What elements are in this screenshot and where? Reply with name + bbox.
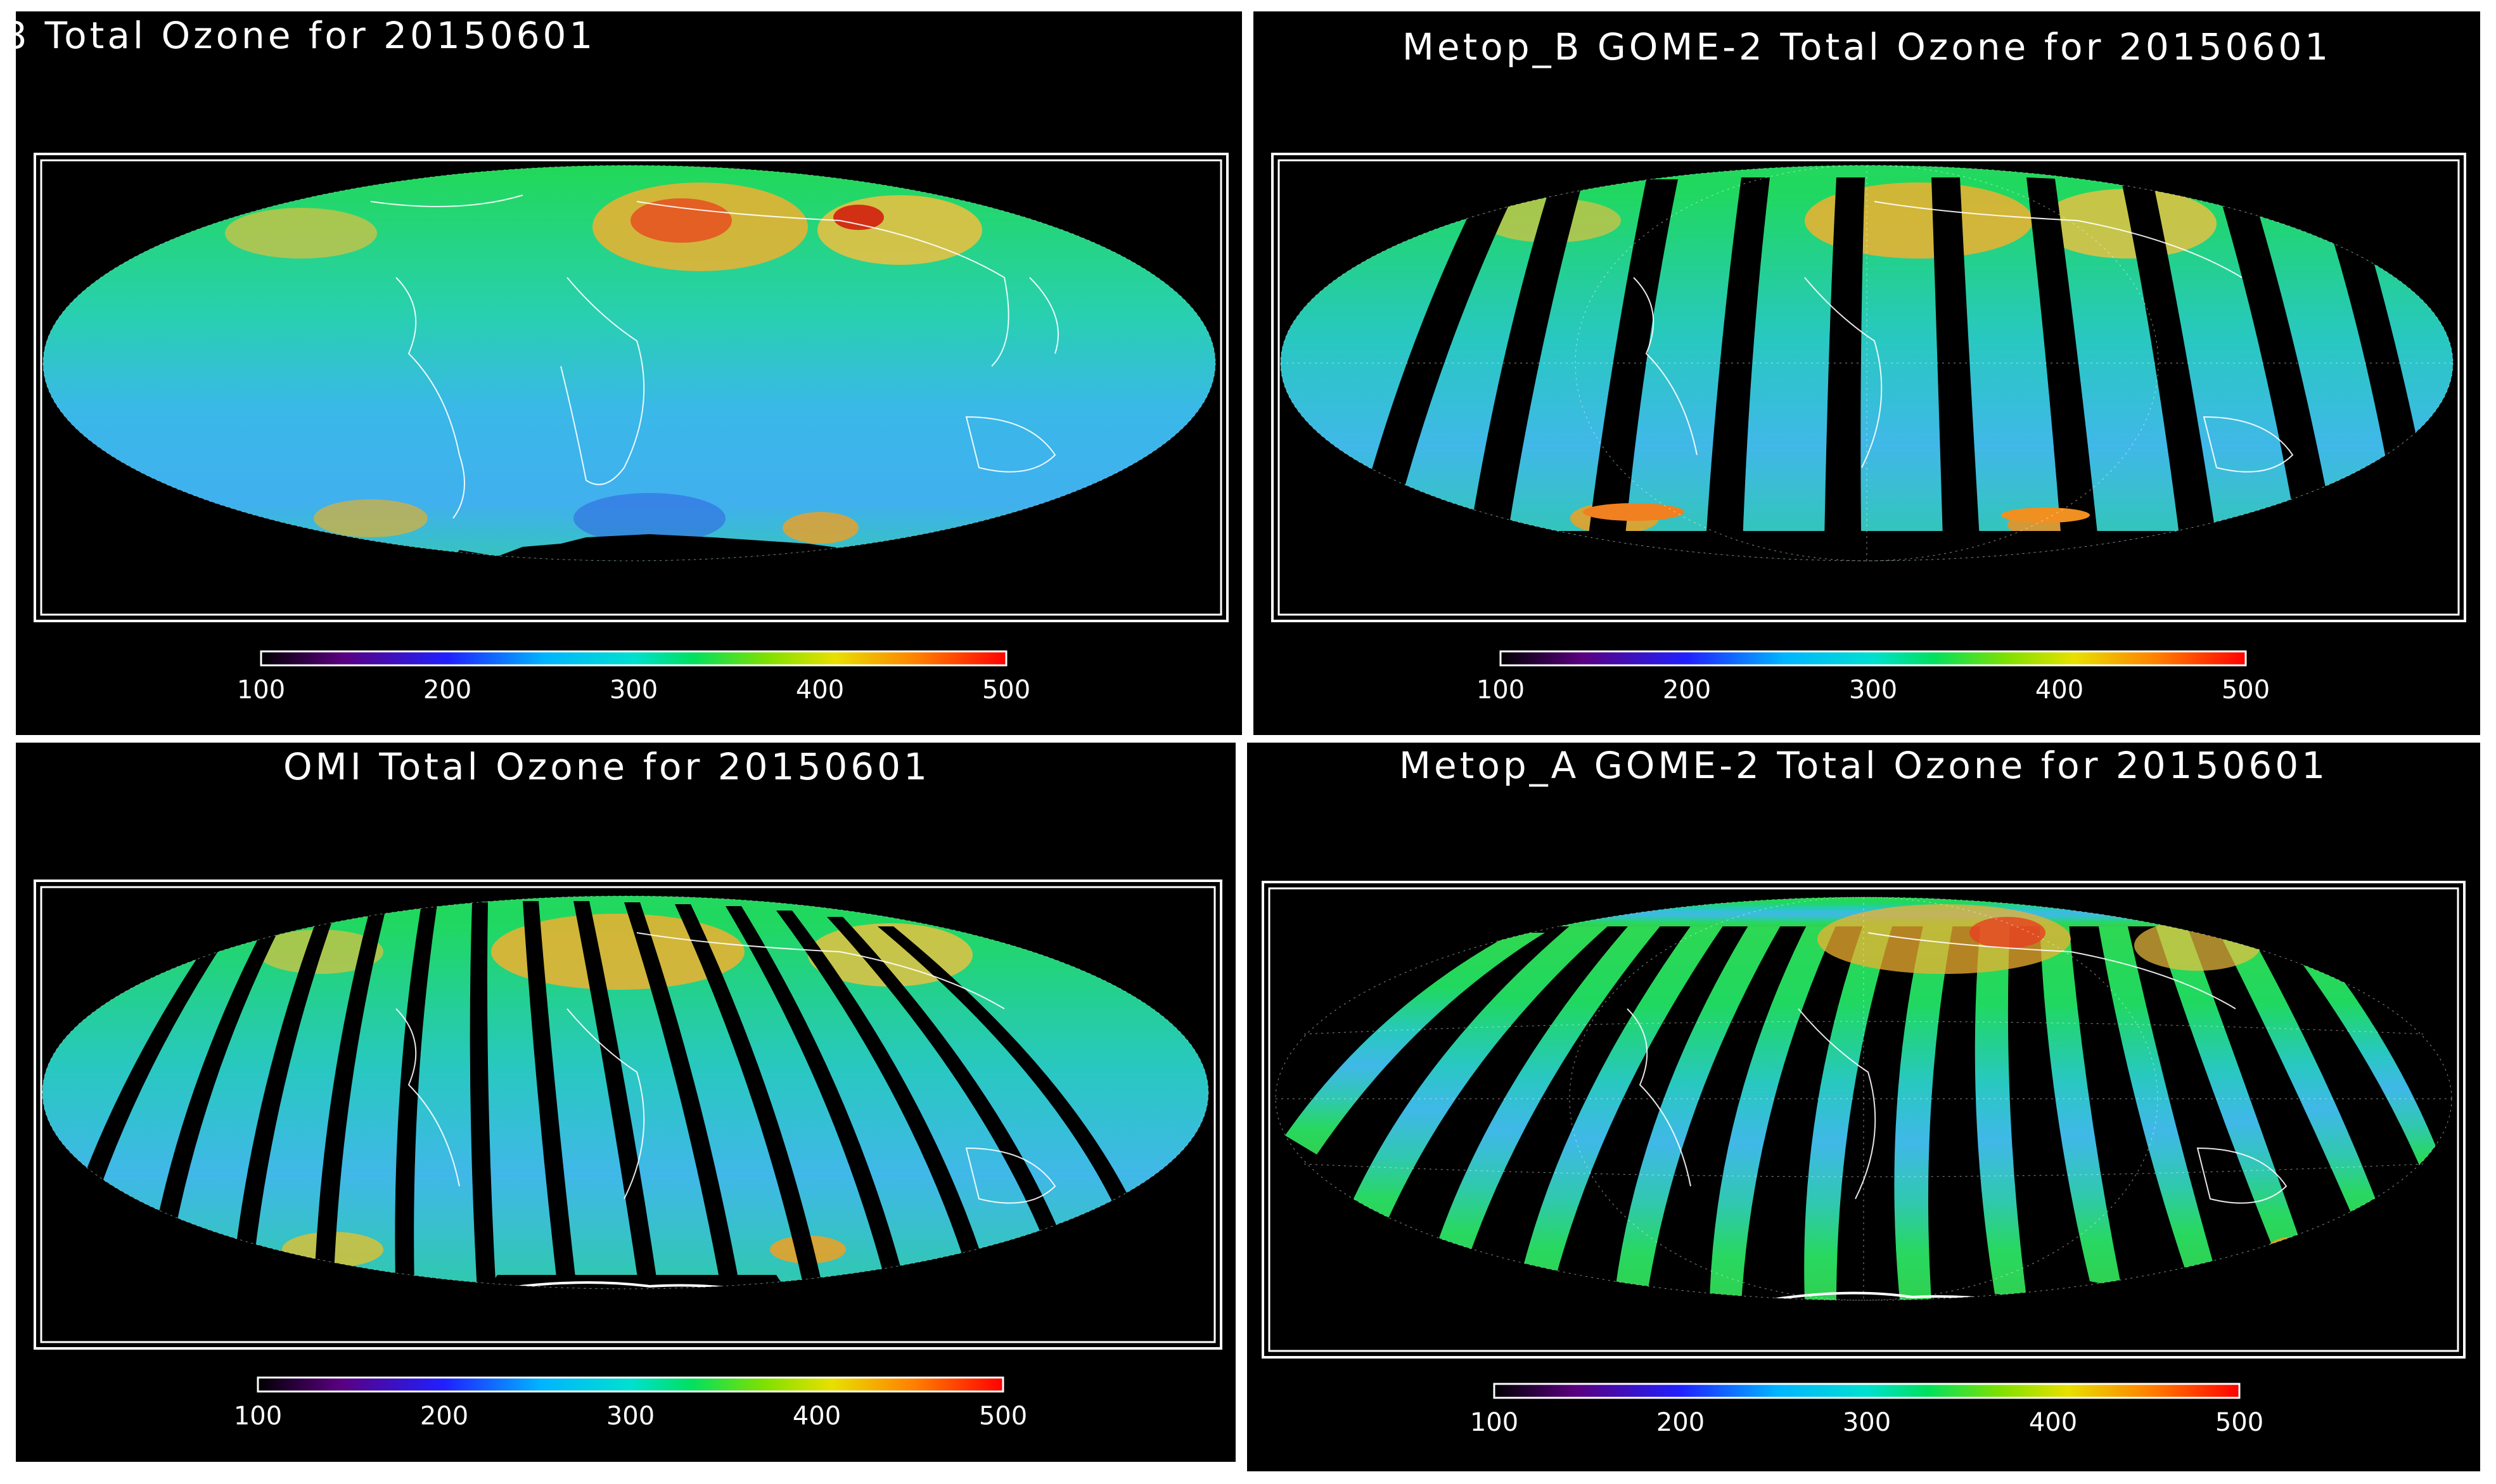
colorbar-tick: 500 <box>982 675 1031 705</box>
panel-omps: OMPS V8 Total Ozone for 20150601 100 200… <box>16 11 1242 735</box>
colorbar-tick: 500 <box>2221 675 2270 705</box>
map-metop-a <box>1262 881 2466 1359</box>
colorbar-omps <box>260 650 1008 667</box>
colorbar-tick: 200 <box>1662 675 1712 705</box>
colorbar-tick: 300 <box>1842 1408 1891 1437</box>
panel-title: OMI Total Ozone for 20150601 <box>283 745 930 788</box>
map-metop-b <box>1271 153 2466 622</box>
colorbar-tick: 200 <box>419 1402 469 1431</box>
map-frame-inner <box>1277 159 2460 616</box>
colorbar-tick: 400 <box>2028 1408 2078 1437</box>
map-omi <box>34 880 1222 1350</box>
colorbar-tick: 300 <box>609 675 658 705</box>
colorbar-tick: 300 <box>606 1402 655 1431</box>
map-omps <box>34 153 1229 622</box>
colorbar-tick: 400 <box>792 1402 842 1431</box>
colorbar-metop-a <box>1493 1383 2241 1399</box>
colorbar-tick: 100 <box>236 675 286 705</box>
map-frame-outer <box>1271 153 2466 622</box>
colorbar-tick: 400 <box>795 675 845 705</box>
map-frame-inner <box>40 159 1222 616</box>
panel-metop-a: Metop_A GOME-2 Total Ozone for 20150601 … <box>1247 743 2480 1471</box>
panel-metop-b: Metop_B GOME-2 Total Ozone for 20150601 … <box>1253 11 2480 735</box>
map-frame-outer <box>1262 881 2466 1359</box>
colorbar-tick: 100 <box>233 1402 283 1431</box>
colorbar-tick: 100 <box>1469 1408 1519 1437</box>
panel-omi: OMI Total Ozone for 20150601 100 200 300… <box>16 743 1236 1462</box>
colorbar-tick: 300 <box>1848 675 1898 705</box>
colorbar-omi <box>257 1376 1004 1393</box>
map-frame-inner <box>40 886 1216 1343</box>
panel-title: OMPS V8 Total Ozone for 20150601 <box>16 14 596 57</box>
colorbar-metop-b <box>1499 650 2247 667</box>
colorbar-tick: 500 <box>978 1402 1028 1431</box>
colorbar-tick: 400 <box>2035 675 2084 705</box>
map-frame-outer <box>34 880 1222 1350</box>
colorbar-tick: 100 <box>1476 675 1525 705</box>
map-frame-outer <box>34 153 1229 622</box>
panel-title: Metop_A GOME-2 Total Ozone for 20150601 <box>1398 744 2329 787</box>
colorbar-tick: 200 <box>1656 1408 1705 1437</box>
panel-title: Metop_B GOME-2 Total Ozone for 20150601 <box>1402 25 2332 68</box>
colorbar-tick: 200 <box>423 675 472 705</box>
map-frame-inner <box>1268 887 2459 1352</box>
colorbar-tick: 500 <box>2215 1408 2264 1437</box>
